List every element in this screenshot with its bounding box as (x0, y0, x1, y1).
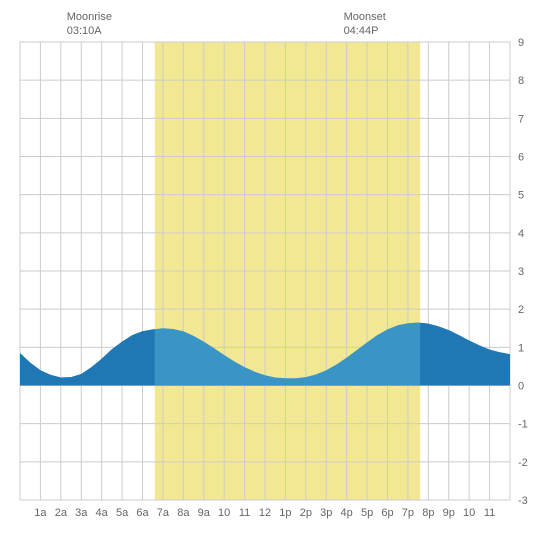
tide-chart: Moonrise 03:10A Moonset 04:44P 1a2a3a4a5… (10, 10, 540, 540)
svg-text:12: 12 (259, 507, 271, 519)
svg-text:6p: 6p (381, 507, 393, 519)
svg-text:2: 2 (518, 304, 524, 316)
svg-text:3: 3 (518, 266, 524, 278)
svg-text:9a: 9a (198, 507, 211, 519)
svg-text:11: 11 (239, 507, 250, 519)
chart-svg: 1a2a3a4a5a6a7a8a9a1011121p2p3p4p5p6p7p8p… (10, 10, 540, 540)
svg-text:5a: 5a (116, 507, 129, 519)
svg-text:10: 10 (218, 507, 230, 519)
moonset-time: 04:44P (344, 25, 379, 37)
svg-text:8: 8 (518, 75, 524, 87)
svg-text:7a: 7a (157, 507, 170, 519)
moonrise-label: Moonrise 03:10A (67, 10, 112, 39)
svg-text:2a: 2a (55, 507, 68, 519)
svg-text:1: 1 (518, 342, 524, 354)
moonrise-time: 03:10A (67, 25, 102, 37)
svg-text:6: 6 (518, 152, 524, 164)
svg-text:5: 5 (518, 190, 524, 202)
svg-text:7: 7 (518, 113, 524, 125)
svg-text:8p: 8p (422, 507, 434, 519)
svg-text:5p: 5p (361, 507, 373, 519)
svg-text:-2: -2 (518, 457, 528, 469)
svg-text:4: 4 (518, 228, 524, 240)
svg-text:4a: 4a (96, 507, 109, 519)
moonset-label: Moonset 04:44P (344, 10, 386, 39)
svg-text:0: 0 (518, 381, 524, 393)
svg-text:6a: 6a (136, 507, 149, 519)
svg-text:7p: 7p (402, 507, 414, 519)
svg-text:3a: 3a (75, 507, 88, 519)
svg-text:10: 10 (463, 507, 475, 519)
moonrise-title: Moonrise (67, 11, 112, 23)
svg-text:9: 9 (518, 37, 524, 49)
svg-text:4p: 4p (341, 507, 353, 519)
moonset-title: Moonset (344, 11, 386, 23)
svg-text:1p: 1p (279, 507, 291, 519)
svg-text:2p: 2p (300, 507, 312, 519)
svg-text:9p: 9p (443, 507, 455, 519)
svg-text:8a: 8a (177, 507, 190, 519)
svg-text:-3: -3 (518, 495, 528, 507)
svg-text:1a: 1a (34, 507, 47, 519)
svg-text:3p: 3p (320, 507, 332, 519)
svg-text:-1: -1 (518, 419, 528, 431)
svg-text:11: 11 (484, 507, 495, 519)
